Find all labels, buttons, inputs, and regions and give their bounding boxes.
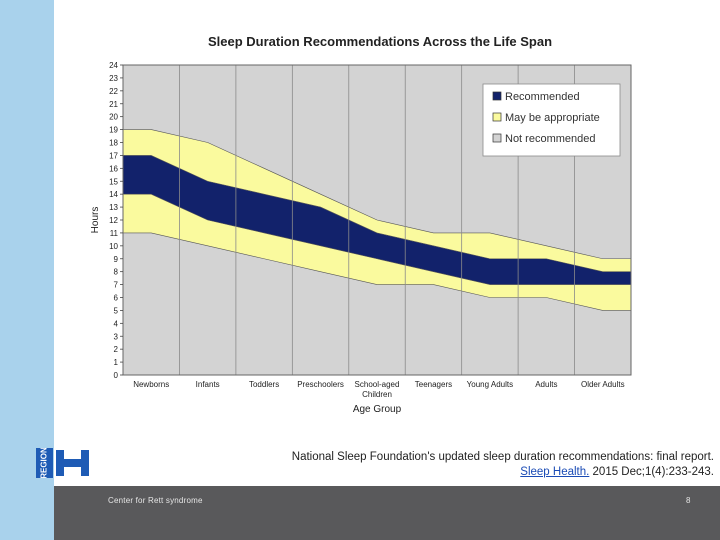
sleep-duration-chart: 0123456789101112131415161718192021222324…: [90, 34, 632, 415]
legend-label: Not recommended: [505, 133, 596, 145]
x-tick-label: Adults: [535, 380, 557, 389]
x-tick-label: Older Adults: [581, 380, 625, 389]
y-tick-label: 9: [114, 255, 119, 264]
x-tick-label: Preschoolers: [297, 380, 344, 389]
y-tick-label: 23: [109, 74, 118, 83]
series-line-3: [123, 129, 631, 260]
y-tick-label: 16: [109, 164, 118, 173]
y-tick-label: 3: [114, 332, 119, 341]
y-axis-label: Hours: [90, 207, 101, 234]
legend-label: Recommended: [505, 91, 580, 103]
y-tick-label: 19: [109, 126, 118, 135]
y-tick-label: 6: [114, 294, 119, 303]
citation-source: Sleep Health. 2015 Dec;1(4):233-243.: [244, 465, 714, 480]
y-tick-label: 24: [109, 61, 118, 70]
legend-swatch: [492, 112, 502, 122]
y-tick-label: 10: [109, 242, 118, 251]
x-axis-label: Age Group: [353, 404, 402, 415]
y-tick-label: 7: [114, 281, 119, 290]
citation-details: 2015 Dec;1(4):233-243.: [589, 466, 714, 478]
y-tick-label: 20: [109, 113, 118, 122]
x-tick-label: Newborns: [133, 380, 169, 389]
area-may-be-appropriate-low: [123, 194, 631, 311]
y-tick-label: 17: [109, 151, 118, 160]
citation: National Sleep Foundation's updated slee…: [244, 450, 714, 480]
y-tick-label: 22: [109, 87, 118, 96]
legend-swatch: [492, 133, 502, 143]
y-tick-label: 18: [109, 139, 118, 148]
x-tick-label: Children: [362, 390, 392, 399]
y-tick-label: 12: [109, 216, 118, 225]
y-tick-label: 4: [114, 319, 119, 328]
legend-box: [482, 83, 621, 157]
y-tick-label: 8: [114, 268, 119, 277]
citation-title: National Sleep Foundation's updated slee…: [291, 451, 714, 463]
y-tick-label: 21: [109, 100, 118, 109]
y-tick-label: 1: [114, 358, 119, 367]
page-number: 8: [686, 496, 691, 505]
region-logo: REGION: [36, 448, 89, 478]
area-may-be-appropriate-high: [123, 129, 631, 272]
footer-organization: Center for Rett syndrome: [108, 496, 203, 505]
y-tick-label: 15: [109, 177, 118, 186]
x-tick-label: Toddlers: [249, 380, 279, 389]
logo-text: REGION: [40, 448, 49, 478]
x-tick-label: Infants: [196, 380, 220, 389]
logo-h-bar: [56, 459, 89, 467]
y-tick-label: 11: [110, 229, 119, 238]
legend-swatch: [492, 91, 502, 101]
y-tick-label: 0: [114, 371, 119, 380]
series-line-2: [123, 155, 631, 272]
footer-bar: [54, 486, 720, 540]
x-tick-label: Young Adults: [467, 380, 513, 389]
y-tick-label: 13: [109, 203, 118, 212]
chart-title: Sleep Duration Recommendations Across th…: [208, 34, 552, 49]
logo-tag-block: [36, 448, 53, 478]
area-not-recommended-low: [123, 232, 631, 375]
series-line-0: [123, 232, 631, 311]
y-tick-label: 2: [114, 345, 119, 354]
y-tick-label: 5: [114, 306, 119, 315]
citation-link[interactable]: Sleep Health.: [520, 466, 590, 478]
y-tick-label: 14: [109, 190, 118, 199]
legend-label: May be appropriate: [505, 112, 600, 124]
series-line-1: [123, 193, 631, 285]
x-tick-label: Teenagers: [415, 380, 452, 389]
x-tick-label: School-aged: [355, 380, 400, 389]
